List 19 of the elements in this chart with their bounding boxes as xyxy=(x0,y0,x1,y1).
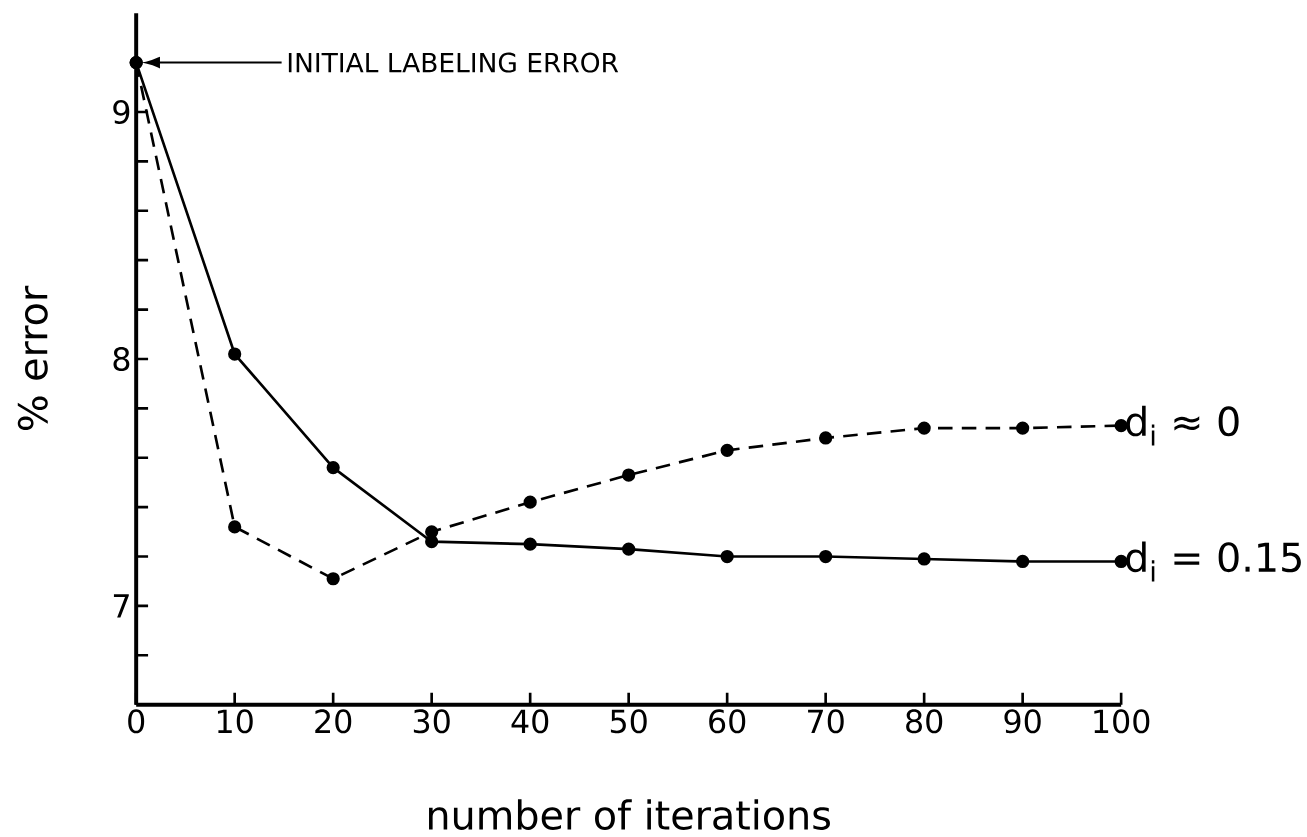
y-tick-label: 9 xyxy=(113,100,130,125)
x-tick-label: 90 xyxy=(1004,709,1041,734)
x-tick-label: 30 xyxy=(413,709,450,734)
y-axis-title: % error xyxy=(17,285,48,430)
x-tick-label: 40 xyxy=(511,709,549,734)
x-tick-label: 20 xyxy=(315,709,352,734)
y-tick-label: 7 xyxy=(113,594,129,618)
x-tick-label: 100 xyxy=(1094,709,1150,734)
x-tick-label: 80 xyxy=(906,709,943,734)
x-tick-label: 70 xyxy=(808,709,844,734)
y-tick-label: 8 xyxy=(113,346,130,372)
x-tick-label: 10 xyxy=(217,709,253,734)
annotation: INITIAL LABELING ERROR xyxy=(288,52,619,73)
x-tick-label: 60 xyxy=(709,709,746,734)
series-label: d$_{i}$ ≈ 0 xyxy=(1126,405,1239,446)
x-axis-title: number of iterations xyxy=(429,799,830,830)
x-tick-label: 0 xyxy=(128,709,145,734)
x-tick-label: 50 xyxy=(610,709,647,734)
series-label: d$_{i}$ = 0.15 xyxy=(1126,541,1301,582)
